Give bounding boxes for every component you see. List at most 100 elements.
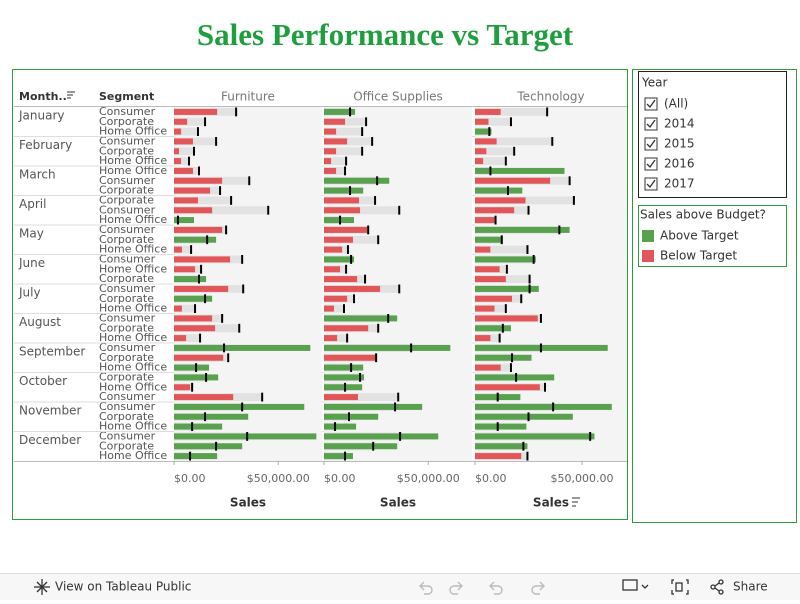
segment-label: Corporate [99,439,154,452]
target-band [174,334,201,342]
side-frame [632,69,797,523]
sales-bar [324,207,361,214]
sales-bar [324,187,364,194]
target-band [174,196,232,205]
legend-box [638,205,787,267]
segment-label: Consumer [99,252,156,265]
sales-bar [324,374,365,381]
sales-bar [324,335,338,342]
sales-bar [475,138,497,145]
sales-bar [475,108,501,115]
share-button[interactable]: Share [733,580,768,594]
sales-bar [475,453,522,460]
legend-label: Above Target [660,229,739,243]
sales-bar [475,374,555,381]
sales-bar [174,266,196,273]
sales-bar [475,167,565,174]
sales-bar [324,266,341,273]
sales-bar [324,236,353,243]
sort-icon [67,91,75,99]
segment-label: Corporate [99,410,154,423]
month-label: September [19,345,85,359]
x-tick-label: $50,000.00 [397,472,460,485]
sales-bar [174,374,219,381]
year-filter-box [638,71,787,198]
sales-bar [324,118,346,125]
sales-bar [324,197,360,204]
target-band [475,157,506,165]
checkbox[interactable] [644,157,658,171]
legend-title: Sales above Budget? [640,208,766,222]
segment-label: Home Office [99,361,167,374]
target-band [174,304,196,313]
filter-item[interactable]: (All) [664,97,688,111]
tool-icons[interactable] [622,579,724,595]
panel-background [174,107,322,461]
checkbox[interactable] [644,97,658,111]
sales-bar [324,148,337,155]
segment-label: Home Office [99,380,167,393]
sales-bar [324,226,368,233]
sales-bar [324,354,376,361]
sales-bar [174,384,191,391]
sales-bar [174,246,182,253]
sales-bar [324,364,364,371]
sales-bar [475,128,492,135]
x-tick-label: $0.00 [475,472,507,485]
sales-bar [475,256,536,263]
segment-label: Corporate [99,351,154,364]
sales-bar [174,305,182,312]
legend-swatch [642,230,654,242]
checkmark [646,159,656,169]
filter-item[interactable]: 2016 [664,157,695,171]
target-band [174,137,217,146]
sales-bar [324,256,355,263]
segment-label: Corporate [99,370,154,383]
sales-bar [174,138,193,145]
sales-bar [324,128,337,135]
month-label: August [19,315,61,329]
sales-bar [174,187,211,194]
checkbox[interactable] [644,177,658,191]
sales-bar [475,226,570,233]
view-link[interactable]: View on Tableau Public [55,580,191,594]
month-label: January [18,109,65,123]
target-band [475,117,511,126]
legend-label: Below Target [660,249,737,263]
sales-bar [174,315,213,322]
filter-title: Year [641,76,667,90]
segment-label: Home Office [99,420,167,433]
x-axis-title: Sales [533,496,569,510]
x-axis-title: Sales [380,496,416,510]
sales-bar [174,423,223,430]
sales-bar [174,167,193,174]
sales-bar [174,226,223,233]
segment-label: Home Office [99,331,167,344]
checkbox[interactable] [644,117,658,131]
sales-bar [174,108,218,115]
sales-bar [475,148,487,155]
x-axis-title: Sales [230,496,266,510]
sales-bar [174,364,210,371]
sales-bar [475,207,515,214]
filter-item[interactable]: 2014 [664,117,695,131]
tableau-icon[interactable] [34,579,50,595]
sales-bar [174,433,317,440]
filter-item[interactable]: 2015 [664,137,695,151]
filter-item[interactable]: 2017 [664,177,695,191]
sort-icon [572,497,580,507]
sales-bar [174,295,213,302]
x-tick-label: $50,000.00 [247,472,310,485]
segment-label: Corporate [99,184,154,197]
checkbox[interactable] [644,137,658,151]
segment-label: Corporate [99,193,154,206]
x-tick-label: $50,000.00 [551,472,614,485]
sales-bar [324,217,355,224]
sales-bar [475,364,501,371]
sales-bar [324,246,343,253]
x-tick-label: $0.00 [174,472,206,485]
segment-label: Home Office [99,154,167,167]
sales-bar [324,443,398,450]
segment-label: Consumer [99,134,156,147]
